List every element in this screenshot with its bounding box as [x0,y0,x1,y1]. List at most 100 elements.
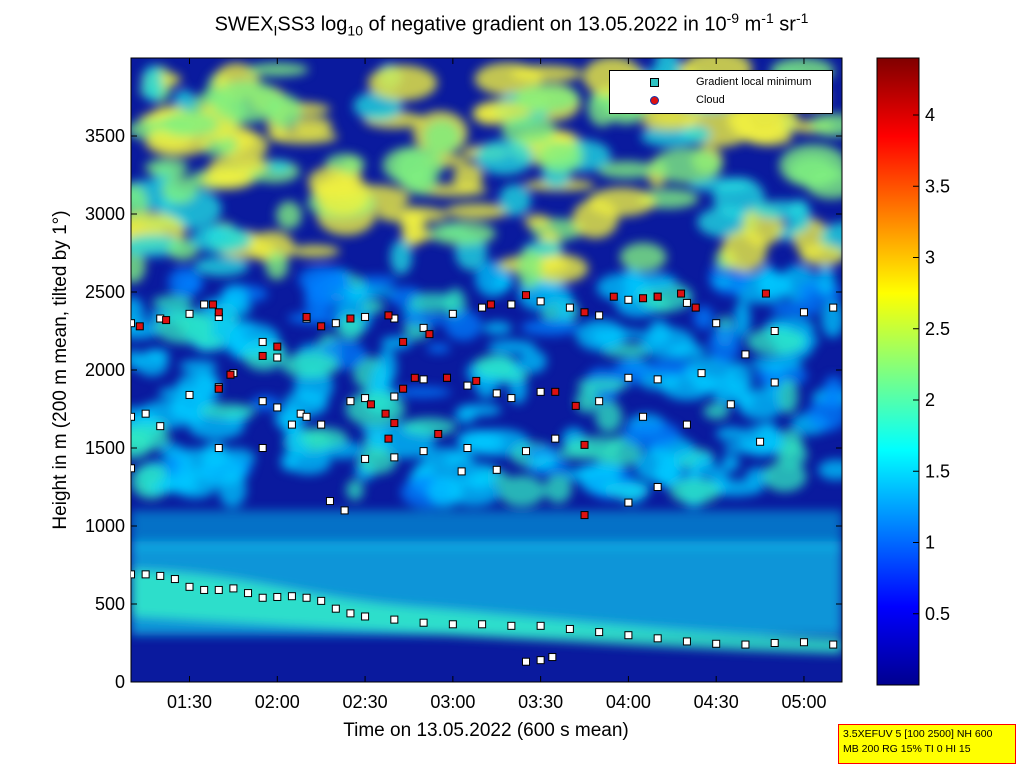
cloud-marker [302,312,311,321]
cloud-marker [609,292,618,301]
x-axis-label: Time on 13.05.2022 (600 s mean) [343,720,629,741]
y-tick-label: 1500 [85,438,125,458]
cloud-marker [384,311,393,320]
gradient-minimum-marker [361,454,370,463]
y-tick-label: 500 [95,594,125,614]
cloud-marker [434,429,443,438]
circle-marker-icon [650,96,659,105]
gradient-minimum-marker [141,409,150,418]
gradient-minimum-marker [331,319,340,328]
gradient-minimum-marker [361,312,370,321]
gradient-minimum-marker [682,298,691,307]
y-tick-label: 3500 [85,126,125,146]
cloud-marker [653,292,662,301]
gradient-minimum-marker [536,387,545,396]
gradient-minimum-marker [131,464,135,473]
gradient-minimum-marker [522,447,530,456]
x-tick-label: 04:00 [606,692,651,712]
colorbar [876,57,920,686]
cloud-marker [761,289,770,298]
gradient-minimum-marker [302,593,311,602]
gradient-minimum-marker [258,337,267,346]
y-tick-label: 2500 [85,282,125,302]
cloud-marker [580,511,589,520]
legend-item-gradient-minimum: Gradient local minimum [610,74,832,92]
x-tick-label: 04:30 [694,692,739,712]
gradient-minimum-marker [536,656,545,665]
gradient-minimum-marker [457,467,466,476]
x-tick-label: 02:00 [255,692,300,712]
y-tick-label: 1000 [85,516,125,536]
cloud-marker [258,351,267,360]
x-tick-label: 02:30 [343,692,388,712]
colorbar-tick-label: 1 [925,533,935,553]
infobox-line-2: MB 200 RG 15% TI 0 HI 15 [843,743,971,755]
legend-label: Gradient local minimum [696,76,812,88]
gradient-minimum-marker [507,394,516,403]
cloud-marker [677,289,686,298]
cloud-marker [639,294,648,303]
colorbar-tick-label: 1.5 [925,461,950,481]
gradient-minimum-marker [551,434,560,443]
gradient-minimum-marker [448,309,457,318]
gradient-minimum-marker [799,638,808,647]
cloud-marker [384,434,393,443]
cloud-marker [162,316,171,325]
colorbar-tick-label: 4 [925,105,935,125]
gradient-minimum-marker [697,369,706,378]
gradient-minimum-marker [273,403,282,412]
gradient-minimum-marker [448,620,457,629]
gradient-minimum-marker [258,397,267,406]
x-tick-label: 05:00 [781,692,826,712]
cloud-marker [571,401,580,410]
gradient-minimum-marker [829,640,838,649]
square-marker-icon [650,78,659,87]
gradient-minimum-marker [185,309,194,318]
gradient-minimum-marker [317,420,326,429]
x-tick-label: 01:30 [167,692,212,712]
gradient-minimum-marker [507,621,516,630]
gradient-minimum-marker [548,653,557,662]
gradient-minimum-marker [419,618,428,627]
gradient-minimum-marker [346,609,355,618]
colorbar-tick-label: 3.5 [925,176,950,196]
gradient-minimum-marker [653,634,662,643]
gradient-minimum-marker [325,497,334,506]
gradient-minimum-marker [595,397,604,406]
infobox-line-1: 3.5XEFUV 5 [100 2500] NH 600 [843,728,993,740]
gradient-minimum-marker [331,604,340,613]
gradient-minimum-marker [799,308,808,317]
gradient-minimum-marker [200,300,209,309]
colorbar-tick-label: 0.5 [925,604,950,624]
gradient-minimum-marker [141,570,150,579]
gradient-minimum-marker [346,397,355,406]
gradient-minimum-marker [170,575,179,584]
gradient-minimum-marker [361,394,370,403]
heatmap-area [131,58,842,682]
gradient-minimum-marker [463,381,472,390]
y-tick-label: 0 [115,672,125,692]
gradient-minimum-marker [770,639,779,647]
gradient-minimum-marker [156,571,165,580]
colorbar-tick-label: 3 [925,248,935,268]
cloud-marker [226,370,235,379]
gradient-minimum-marker [317,596,326,605]
cloud-marker [691,303,700,312]
cloud-marker [410,373,419,382]
gradient-minimum-marker [131,319,135,328]
gradient-minimum-marker [492,465,501,474]
cloud-marker [443,373,451,382]
gradient-minimum-marker [287,420,296,429]
cloud-marker [208,300,217,309]
cloud-marker [214,308,223,317]
gradient-minimum-marker [229,584,238,593]
gradient-minimum-marker [624,631,633,640]
gradient-minimum-marker [273,353,282,362]
cloud-marker [135,322,144,331]
gradient-minimum-marker [390,453,399,462]
gradient-minimum-marker [624,295,633,304]
gradient-minimum-marker [507,300,516,309]
gradient-minimum-marker [682,637,691,646]
gradient-minimum-marker [522,657,530,666]
gradient-minimum-marker [200,585,209,594]
